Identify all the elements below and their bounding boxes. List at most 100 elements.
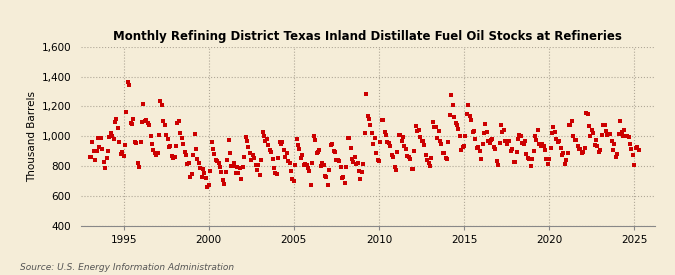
- Point: [86, 155, 97, 160]
- Point: [162, 137, 173, 141]
- Point: [195, 166, 206, 170]
- Point: [400, 147, 411, 151]
- Point: [348, 160, 359, 164]
- Point: [109, 120, 120, 124]
- Point: [196, 175, 207, 179]
- Point: [569, 138, 580, 142]
- Point: [277, 139, 288, 144]
- Point: [502, 141, 512, 146]
- Point: [161, 133, 171, 137]
- Point: [279, 148, 290, 152]
- Point: [512, 137, 523, 141]
- Point: [504, 139, 515, 143]
- Point: [259, 133, 269, 138]
- Point: [167, 154, 178, 158]
- Point: [507, 147, 518, 152]
- Point: [126, 120, 136, 125]
- Point: [306, 183, 317, 187]
- Point: [87, 140, 98, 144]
- Point: [544, 157, 555, 161]
- Point: [171, 144, 182, 148]
- Point: [113, 126, 124, 131]
- Point: [373, 159, 384, 164]
- Point: [274, 139, 285, 144]
- Point: [441, 157, 452, 161]
- Point: [300, 161, 310, 166]
- Point: [392, 150, 403, 155]
- Point: [543, 162, 554, 166]
- Point: [386, 153, 397, 157]
- Point: [94, 145, 105, 149]
- Point: [148, 148, 159, 153]
- Point: [468, 129, 479, 133]
- Point: [212, 159, 223, 163]
- Point: [394, 133, 404, 138]
- Point: [205, 169, 215, 173]
- Point: [154, 133, 165, 137]
- Point: [436, 142, 447, 146]
- Point: [320, 174, 331, 178]
- Point: [494, 141, 505, 145]
- Point: [294, 147, 305, 151]
- Point: [213, 161, 224, 166]
- Point: [371, 151, 381, 156]
- Point: [283, 159, 294, 163]
- Point: [127, 122, 138, 126]
- Point: [296, 156, 306, 160]
- Point: [453, 126, 464, 131]
- Point: [236, 177, 247, 181]
- Point: [358, 162, 369, 167]
- Point: [416, 138, 427, 143]
- Point: [389, 164, 400, 169]
- Point: [165, 144, 176, 148]
- Point: [270, 171, 281, 175]
- Point: [225, 151, 236, 155]
- Point: [159, 123, 170, 127]
- Point: [603, 132, 614, 137]
- Point: [481, 130, 492, 134]
- Point: [583, 124, 594, 129]
- Point: [479, 131, 489, 135]
- Point: [427, 120, 438, 125]
- Point: [579, 145, 590, 150]
- Point: [490, 147, 501, 152]
- Point: [439, 151, 450, 155]
- Point: [456, 148, 466, 152]
- Point: [491, 159, 502, 163]
- Point: [409, 149, 420, 153]
- Point: [352, 161, 363, 165]
- Point: [323, 183, 333, 187]
- Point: [118, 153, 129, 158]
- Point: [334, 159, 345, 163]
- Point: [522, 156, 533, 160]
- Point: [520, 139, 531, 144]
- Point: [450, 121, 461, 125]
- Point: [84, 155, 95, 159]
- Point: [301, 163, 312, 167]
- Point: [597, 122, 608, 127]
- Point: [489, 145, 500, 149]
- Point: [136, 120, 147, 124]
- Point: [209, 152, 220, 156]
- Point: [132, 161, 143, 165]
- Point: [385, 144, 396, 148]
- Point: [473, 145, 484, 150]
- Point: [580, 111, 591, 115]
- Point: [261, 137, 272, 141]
- Point: [446, 93, 457, 97]
- Point: [410, 124, 421, 128]
- Point: [610, 155, 621, 159]
- Point: [240, 135, 251, 139]
- Point: [185, 175, 196, 180]
- Point: [227, 164, 238, 168]
- Point: [528, 149, 539, 153]
- Point: [151, 152, 161, 157]
- Point: [620, 134, 631, 138]
- Point: [172, 121, 183, 125]
- Point: [618, 133, 628, 138]
- Point: [329, 150, 340, 154]
- Point: [202, 185, 213, 189]
- Point: [372, 158, 383, 163]
- Point: [338, 175, 349, 179]
- Point: [193, 161, 204, 165]
